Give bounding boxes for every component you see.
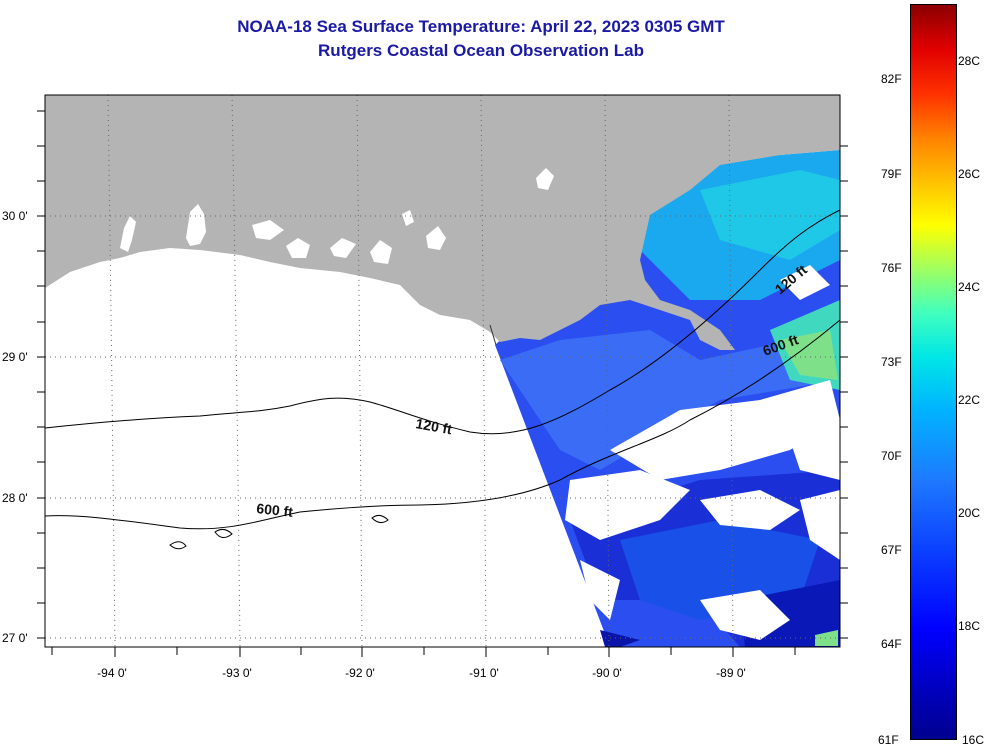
colorbar-label-28c: 28C — [958, 54, 981, 68]
contour-120ft — [45, 209, 840, 435]
axis-ticks — [37, 110, 848, 657]
colorbar-label-79f: 79F — [881, 167, 902, 181]
colorbar-label-73f: 73F — [881, 355, 902, 369]
lon-label-93: -93 0' — [222, 666, 252, 680]
contour-600ft — [45, 319, 840, 530]
colorbar-label-22c: 22C — [958, 393, 981, 407]
lon-label-91: -91 0' — [469, 666, 499, 680]
lat-label-27: 27 0' — [2, 631, 28, 645]
colorbar-label-67f: 67F — [881, 543, 902, 557]
colorbar-label-20c: 20C — [958, 506, 981, 520]
map-frame — [44, 94, 841, 648]
lat-label-29: 29 0' — [2, 350, 28, 364]
colorbar-label-61f: 61F — [878, 733, 899, 747]
contour-label-120ft: 120 ft — [414, 415, 453, 437]
lon-label-94: -94 0' — [97, 666, 127, 680]
lon-label-90: -90 0' — [592, 666, 622, 680]
graticule — [45, 95, 840, 647]
colorbar-label-82f: 82F — [881, 72, 902, 86]
contour-label-600ft: 600 ft — [256, 500, 294, 520]
lon-label-89: -89 0' — [716, 666, 746, 680]
lon-label-92: -92 0' — [345, 666, 375, 680]
boundary-line — [489, 324, 497, 346]
bathymetry-contours — [45, 209, 840, 550]
cloud-gaps — [565, 265, 840, 640]
sst-map: 120 ft 600 ft 600 ft 120 ft 30 0' 29 0' … — [2, 94, 848, 680]
title-line-1: NOAA-18 Sea Surface Temperature: April 2… — [237, 17, 725, 36]
title-line-2: Rutgers Coastal Ocean Observation Lab — [318, 41, 644, 60]
inland-water — [120, 168, 554, 264]
colorbar-label-70f: 70F — [881, 449, 902, 463]
colorbar-label-26c: 26C — [958, 167, 981, 181]
colorbar-label-18c: 18C — [958, 619, 981, 633]
land-mass — [45, 95, 840, 350]
lat-label-28: 28 0' — [2, 491, 28, 505]
colorbar-label-64f: 64F — [881, 637, 902, 651]
colorbar-label-76f: 76F — [881, 261, 902, 275]
colorbar-label-16c: 16C — [962, 733, 985, 747]
colorbar-label-24c: 24C — [958, 280, 981, 294]
lat-label-30: 30 0' — [2, 209, 28, 223]
temperature-colorbar — [910, 4, 957, 740]
